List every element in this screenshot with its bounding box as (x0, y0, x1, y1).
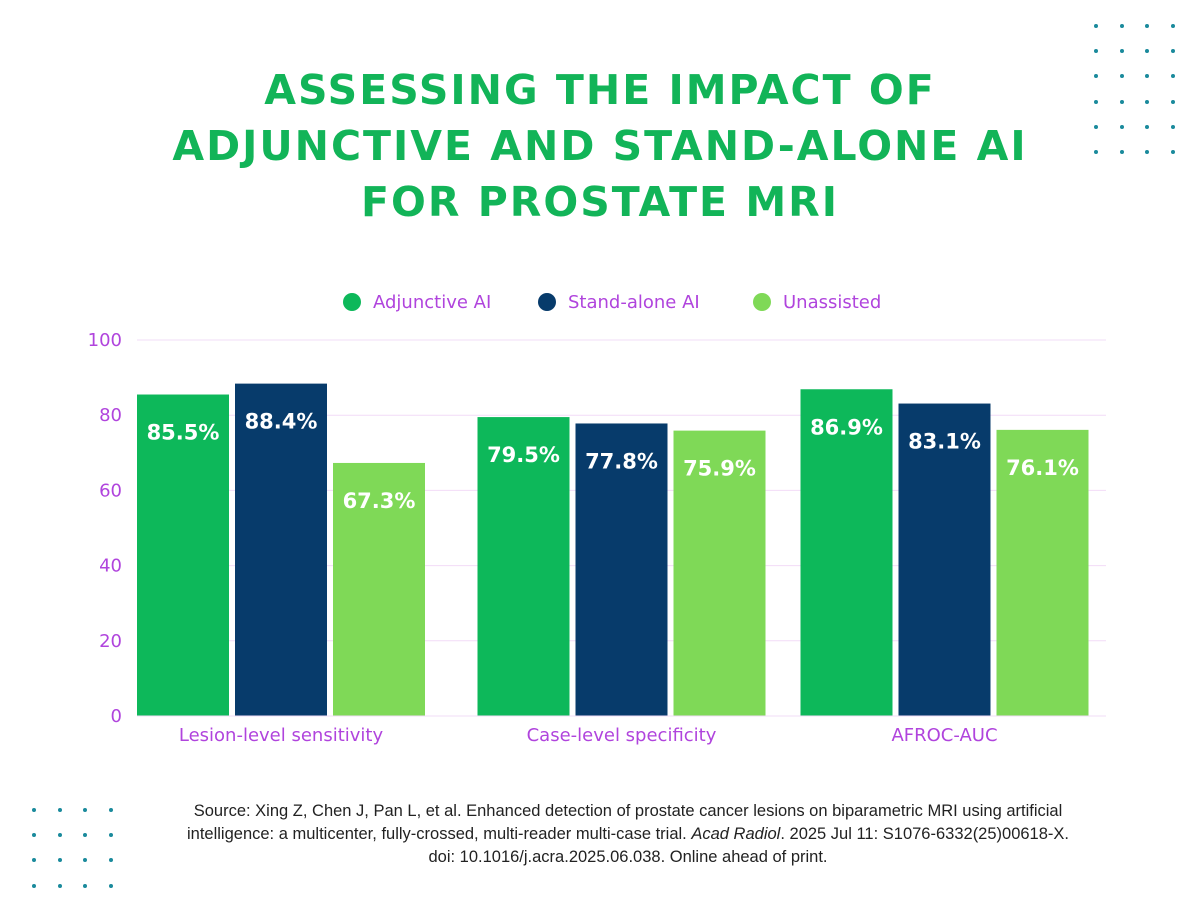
legend-label-adjunctive: Adjunctive AI (373, 291, 492, 313)
decorative-dot (1170, 24, 1175, 28)
decorative-dot (1145, 24, 1149, 28)
decorative-dot (1145, 99, 1149, 104)
decorative-dot (1119, 99, 1124, 104)
page-title: ASSESSING THE IMPACT OF ADJUNCTIVE AND S… (0, 62, 1200, 230)
decorative-dot (1094, 49, 1098, 54)
bar-unassisted-3 (996, 429, 1089, 716)
decorative-dot (1094, 150, 1098, 154)
decorative-dot (1145, 74, 1149, 79)
source-citation: Source: Xing Z, Chen J, Pan L, et al. En… (128, 800, 1128, 869)
decorative-dot (1094, 99, 1098, 104)
decorative-dot (1145, 150, 1149, 154)
decorative-dot (1170, 124, 1175, 129)
decorative-dot (1119, 74, 1124, 79)
decorative-dot (1145, 124, 1149, 129)
decorative-dot (1094, 74, 1098, 79)
source-line-2: intelligence: a multicenter, fully-cross… (128, 823, 1128, 846)
title-line-1: ASSESSING THE IMPACT OF (264, 66, 936, 114)
bar-unassisted-2 (673, 430, 766, 716)
x-tick-label: Lesion-level sensitivity (179, 725, 384, 746)
legend-swatch-standalone (538, 293, 556, 311)
decorative-dot (1119, 150, 1124, 154)
y-tick-label: 80 (99, 405, 122, 426)
title-line-3: FOR PROSTATE MRI (361, 178, 839, 226)
decorative-dot (1145, 49, 1149, 54)
source-line-2-end: . 2025 Jul 11: S1076-6332(25)00618-X. (780, 825, 1069, 843)
chart-legend: Adjunctive AI Stand-alone AI Unassisted (0, 288, 1200, 316)
bar-adjunctive-ai-1 (137, 394, 229, 716)
source-line-2-text: intelligence: a multicenter, fully-cross… (187, 825, 692, 843)
y-tick-label: 0 (111, 706, 122, 727)
decorative-dot (1170, 150, 1175, 154)
bar-stand-alone-ai-2 (575, 423, 668, 716)
data-label: 85.5% (147, 421, 220, 445)
bar-adjunctive-ai-2 (477, 417, 570, 716)
data-label: 86.9% (810, 415, 883, 439)
legend-label-standalone: Stand-alone AI (568, 291, 700, 313)
legend-item-unassisted: Unassisted (753, 288, 881, 316)
decorative-dot (32, 833, 36, 838)
decorative-dot (108, 883, 113, 888)
legend-item-standalone: Stand-alone AI (538, 288, 700, 316)
x-tick-label: Case-level specificity (527, 725, 717, 746)
x-tick-label: AFROC-AUC (891, 725, 997, 746)
decorative-dot (1119, 49, 1124, 54)
decorative-dot (1119, 24, 1124, 28)
decorative-dot (32, 808, 36, 812)
data-label: 88.4% (245, 410, 318, 434)
decorative-dot (32, 858, 36, 863)
decorative-dot (108, 858, 113, 863)
decorative-dot-grid-bottom (32, 808, 122, 892)
decorative-dot (1170, 74, 1175, 79)
decorative-dot (57, 883, 62, 888)
legend-label-unassisted: Unassisted (783, 291, 882, 313)
decorative-dot (1119, 124, 1124, 129)
bar-stand-alone-ai-3 (898, 403, 991, 716)
data-label: 75.9% (683, 457, 756, 481)
decorative-dot (57, 808, 62, 812)
source-journal: Acad Radiol (691, 825, 781, 843)
data-label: 83.1% (908, 430, 981, 454)
decorative-dot (108, 808, 113, 812)
decorative-dot (1094, 24, 1098, 28)
y-tick-label: 20 (99, 631, 122, 652)
title-line-2: ADJUNCTIVE AND STAND-ALONE AI (172, 122, 1028, 170)
legend-item-adjunctive: Adjunctive AI (343, 288, 491, 316)
decorative-dot (83, 833, 87, 838)
bar-stand-alone-ai-1 (235, 383, 327, 716)
decorative-dot-grid-top (1094, 24, 1184, 158)
bar-adjunctive-ai-3 (800, 389, 893, 716)
data-label: 77.8% (585, 449, 658, 473)
decorative-dot (57, 833, 62, 838)
y-tick-label: 100 (88, 330, 122, 351)
bar-unassisted-1 (333, 462, 425, 716)
decorative-dot (1094, 124, 1098, 129)
source-line-3: doi: 10.1016/j.acra.2025.06.038. Online … (428, 848, 828, 866)
data-label: 79.5% (487, 443, 560, 467)
decorative-dot (57, 858, 62, 863)
decorative-dot (108, 833, 113, 838)
source-line-1: Source: Xing Z, Chen J, Pan L, et al. En… (193, 802, 1063, 820)
decorative-dot (83, 858, 87, 863)
decorative-dot (1170, 99, 1175, 104)
y-tick-label: 40 (99, 556, 122, 577)
legend-swatch-adjunctive (343, 293, 361, 311)
decorative-dot (32, 883, 36, 888)
data-label: 67.3% (343, 489, 416, 513)
decorative-dot (83, 883, 87, 888)
data-label: 76.1% (1006, 456, 1079, 480)
decorative-dot (83, 808, 87, 812)
y-tick-label: 60 (99, 480, 122, 501)
decorative-dot (1170, 49, 1175, 54)
legend-swatch-unassisted (753, 293, 771, 311)
